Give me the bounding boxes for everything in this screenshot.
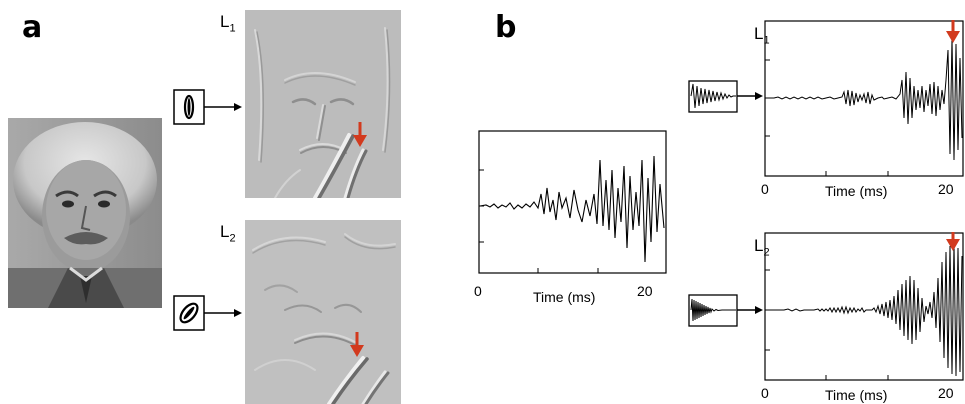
growing-filter-icon bbox=[688, 294, 763, 327]
decaying-filter-icon bbox=[688, 80, 763, 113]
panel-b-layer-1-label: L1 bbox=[754, 24, 770, 47]
red-down-arrow-icon bbox=[353, 122, 367, 147]
input-signal-plot bbox=[478, 130, 667, 274]
input-waveform bbox=[479, 155, 665, 263]
oblique-filter-icon bbox=[173, 295, 242, 331]
l2-waveform bbox=[766, 243, 963, 377]
panel-b-label: b bbox=[495, 10, 517, 45]
l2-x-start: 0 bbox=[761, 385, 769, 401]
red-down-arrow-icon bbox=[946, 20, 960, 43]
l1-x-start: 0 bbox=[761, 181, 769, 197]
panel-b-layer-2-label: L2 bbox=[754, 236, 770, 259]
portrait-image bbox=[8, 118, 162, 308]
l1-x-end: 20 bbox=[938, 181, 954, 197]
red-down-arrow-icon bbox=[946, 232, 960, 251]
red-down-arrow-icon bbox=[350, 332, 364, 357]
filtered-image-l2 bbox=[245, 220, 401, 404]
l1-output-plot bbox=[764, 20, 964, 177]
l1-x-label: Time (ms) bbox=[825, 183, 888, 199]
panel-a-layer-2-label: L2 bbox=[220, 222, 236, 245]
panel-a-label: a bbox=[22, 10, 43, 45]
input-x-end: 20 bbox=[637, 283, 653, 299]
l1-waveform bbox=[766, 37, 963, 161]
vertical-filter-icon bbox=[173, 89, 242, 125]
filtered-image-l1 bbox=[245, 10, 401, 198]
input-x-label: Time (ms) bbox=[533, 289, 596, 305]
panel-a-layer-1-label: L1 bbox=[220, 12, 236, 35]
l2-x-end: 20 bbox=[938, 385, 954, 401]
l2-output-plot bbox=[764, 232, 964, 381]
input-x-start: 0 bbox=[474, 283, 482, 299]
l2-x-label: Time (ms) bbox=[825, 387, 888, 403]
